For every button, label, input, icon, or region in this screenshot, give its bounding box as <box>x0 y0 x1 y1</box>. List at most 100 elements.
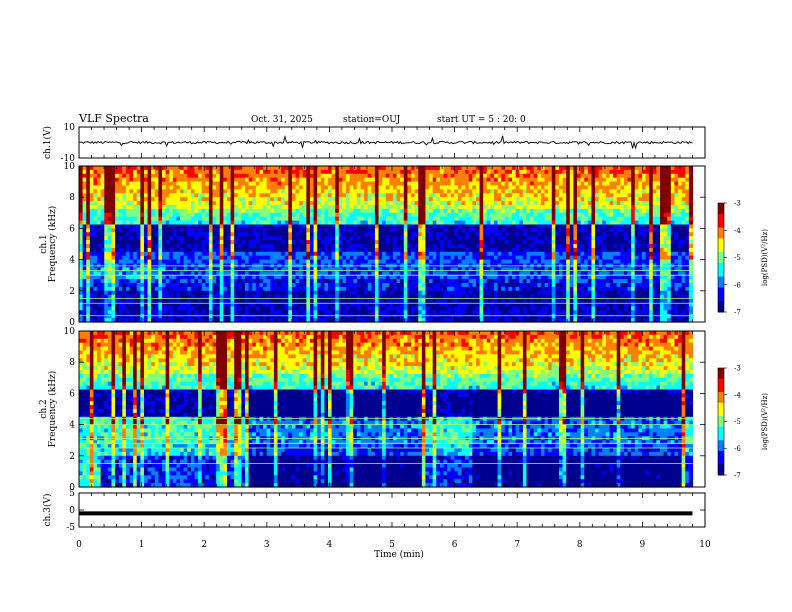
spectrogram-cell <box>158 275 163 280</box>
spectrogram-cell <box>548 244 553 249</box>
spectrogram-cell <box>201 251 206 257</box>
spectrogram-cell <box>180 193 185 198</box>
spectrogram-cell <box>447 169 452 175</box>
spectrogram-cell <box>504 189 510 194</box>
spectrogram-cell <box>284 193 289 198</box>
spectrogram-cell <box>223 208 228 214</box>
spectrogram-cell <box>584 216 589 222</box>
spectrogram-cell <box>569 244 574 249</box>
spectrogram-cell <box>208 201 214 206</box>
spectrogram-cell <box>306 181 311 187</box>
spectrogram-cell <box>663 185 668 190</box>
spectrogram-cell <box>302 275 307 280</box>
spectrogram-cell <box>562 244 567 249</box>
spectrogram-cell <box>551 166 556 171</box>
spectrogram-cell <box>421 216 427 222</box>
spectrogram-cell <box>378 240 383 245</box>
spectrogram-cell <box>494 251 499 257</box>
spectrogram-cell <box>609 228 614 233</box>
spectrogram-cell <box>447 271 452 276</box>
spectrogram-cell <box>548 232 553 237</box>
spectrogram-cell <box>169 228 174 233</box>
spectrogram-cell <box>461 275 466 280</box>
spectrogram-cell <box>97 166 102 171</box>
spectrogram-cell <box>400 224 405 229</box>
spectrogram-cell <box>645 201 650 206</box>
spectrogram-cell <box>234 173 239 179</box>
spectrogram-cell <box>634 247 639 253</box>
spectrogram-cell <box>97 177 102 183</box>
spectrogram-cell <box>89 228 95 233</box>
spectrogram-cell <box>667 232 672 237</box>
spectrogram-cell <box>299 193 304 198</box>
spectrogram-cell <box>490 244 495 249</box>
spectrogram-cell <box>504 220 510 226</box>
spectrogram-cell <box>515 255 520 261</box>
spectrogram-cell <box>598 240 603 245</box>
spectrogram-cell <box>346 173 351 179</box>
spectrogram-cell <box>230 247 235 253</box>
spectrogram-cell <box>616 244 621 249</box>
spectrogram-cell <box>93 189 98 194</box>
spectrogram-cell <box>591 255 596 261</box>
spectrogram-cell <box>115 201 120 206</box>
spectrogram-cell <box>450 240 455 245</box>
spectrogram-cell <box>483 244 488 249</box>
spectrogram-cell <box>259 205 264 210</box>
spectrogram-cell <box>79 259 84 265</box>
spectrogram-cell <box>447 228 452 233</box>
spectrogram-cell <box>450 267 455 272</box>
spectrogram-cell <box>490 173 495 179</box>
spectrogram-cell <box>158 259 163 265</box>
spectrogram-cell <box>627 247 632 253</box>
spectrogram-cell <box>180 197 185 202</box>
spectrogram-cell <box>472 169 477 175</box>
spectrogram-cell <box>346 255 351 261</box>
spectrogram-cell <box>429 271 434 276</box>
spectrogram-cell <box>479 224 484 229</box>
spectrogram-cell <box>667 185 672 190</box>
spectrogram-cell <box>468 212 473 218</box>
spectrogram-cell <box>544 169 549 175</box>
spectrogram-cell <box>512 259 517 265</box>
spectrogram-cell <box>522 228 528 233</box>
spectrogram-cell <box>324 275 329 280</box>
spectrogram-cell <box>259 271 264 276</box>
spectrogram-cell <box>587 255 593 261</box>
spectrogram-cell <box>667 247 672 253</box>
spectrogram-cell <box>86 185 91 190</box>
spectrogram-cell <box>515 166 520 171</box>
spectrogram-cell <box>602 244 607 249</box>
spectrogram-cell <box>670 259 676 265</box>
spectrogram-cell <box>522 244 528 249</box>
spectrogram-cell <box>479 228 484 233</box>
spectrogram-cell <box>414 271 419 276</box>
spectrogram-cell <box>645 220 650 226</box>
spectrogram-cell <box>638 220 643 226</box>
spectrogram-cell <box>367 255 372 261</box>
spectrogram-cell <box>533 267 538 272</box>
spectrogram-cell <box>548 177 553 183</box>
spectrogram-cell <box>562 271 567 276</box>
spectrogram-cell <box>367 185 372 190</box>
spectrogram-cell <box>219 189 224 194</box>
spectrogram-cell <box>515 197 520 202</box>
spectrogram-cell <box>396 193 401 198</box>
spectrogram-cell <box>158 271 163 276</box>
spectrogram-cell <box>281 224 286 229</box>
spectrogram-cell <box>172 216 178 222</box>
spectrogram-cell <box>421 212 427 218</box>
spectrogram-cell <box>638 166 643 171</box>
spectrogram-cell <box>555 216 560 222</box>
spectrogram-cell <box>259 201 264 206</box>
spectrogram-cell <box>591 259 596 265</box>
spectrogram-cell <box>223 216 228 222</box>
spectrogram-cell <box>429 232 434 237</box>
spectrogram-cell <box>212 267 217 272</box>
spectrogram-cell <box>652 236 657 241</box>
spectrogram-cell <box>429 228 434 233</box>
spectrogram-cell <box>562 185 567 190</box>
spectrogram-cell <box>328 205 333 210</box>
spectrogram-cell <box>320 267 325 272</box>
spectrogram-cell <box>623 220 629 226</box>
